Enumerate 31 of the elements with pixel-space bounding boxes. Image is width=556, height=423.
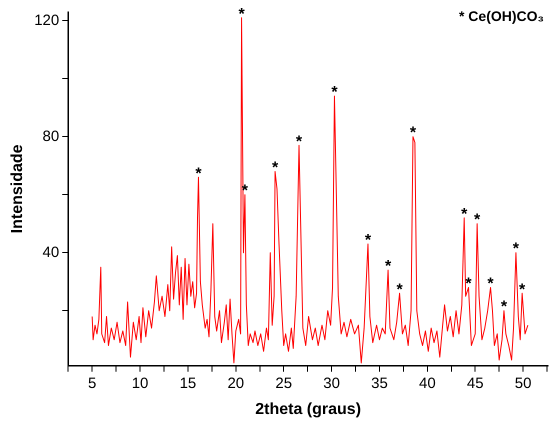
annotation: * bbox=[474, 212, 482, 229]
x-tick-label: 30 bbox=[323, 374, 340, 392]
y-tick-label: 80 bbox=[42, 128, 60, 145]
x-tick-label: 5 bbox=[88, 374, 96, 392]
annotation: * bbox=[195, 165, 202, 182]
annotation: * bbox=[512, 240, 520, 258]
x-axis-title: 2theta (graus) bbox=[255, 400, 362, 418]
x-tick-label: 25 bbox=[275, 374, 292, 392]
annotation: * bbox=[487, 276, 494, 292]
annotation: * bbox=[331, 84, 338, 102]
annotation: * bbox=[500, 298, 508, 316]
x-tick-label: 20 bbox=[227, 374, 244, 392]
y-axis-title: Intensidade bbox=[9, 144, 26, 234]
x-tick-label: 15 bbox=[180, 374, 196, 392]
x-tick-label: 35 bbox=[371, 374, 388, 392]
annotation: * bbox=[364, 232, 372, 249]
y-tick-label: 120 bbox=[34, 12, 60, 29]
annotation: * bbox=[461, 206, 468, 223]
annotation: * bbox=[272, 160, 279, 176]
x-tick-label: 40 bbox=[418, 374, 436, 392]
annotation: * bbox=[384, 258, 392, 276]
annotation: * bbox=[410, 124, 417, 142]
annotation: * bbox=[519, 281, 526, 298]
annotation: * bbox=[296, 133, 303, 150]
x-tick-label: 45 bbox=[466, 374, 484, 392]
annotation: * bbox=[238, 6, 246, 23]
annotation: * Ce(OH)CO₃ bbox=[458, 8, 544, 24]
x-tick-label: 50 bbox=[514, 374, 532, 392]
x-tick-label: 10 bbox=[132, 374, 148, 392]
annotation: * bbox=[396, 281, 404, 298]
y-tick-label: 40 bbox=[42, 244, 60, 261]
